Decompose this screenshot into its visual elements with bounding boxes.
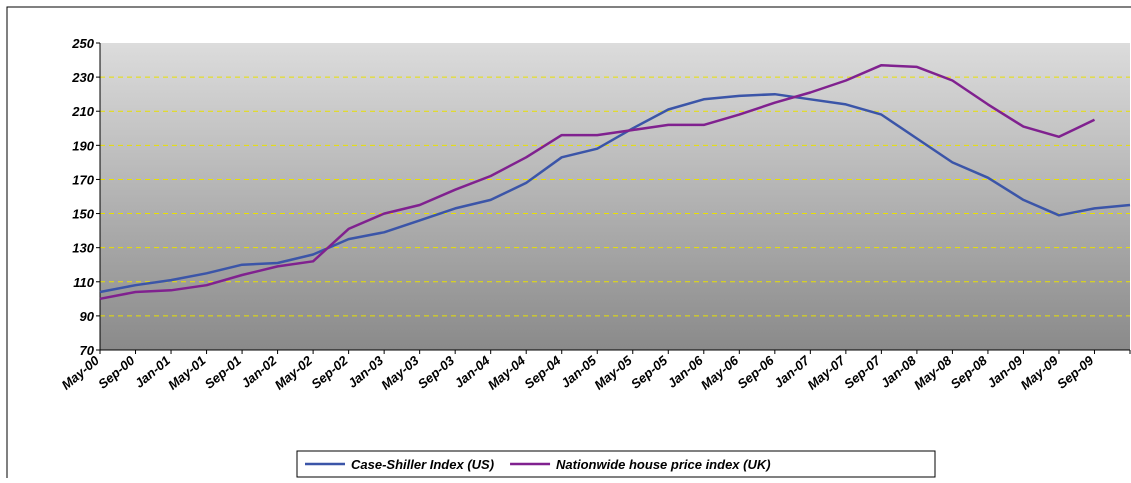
y-tick-label: 210 [71,104,94,119]
series-line [99,92,1131,294]
y-tick-label: 70 [80,343,95,358]
legend-box [296,450,936,478]
y-tick-label: 110 [73,275,94,290]
y-tick-label: 130 [72,241,94,256]
plot-area [100,43,1130,350]
y-tick-label: 190 [72,138,94,153]
y-tick-label: 230 [71,70,94,85]
y-tick-label: 170 [72,172,94,187]
legend-label: Nationwide house price index (UK) [556,457,771,472]
y-tick-label: 150 [72,207,94,222]
y-tick-label: 90 [80,309,95,324]
legend: Case-Shiller Index (US) Nationwide house … [296,450,936,478]
y-tick-label: 250 [71,36,94,51]
series-line [99,63,1096,301]
legend-label: Case-Shiller Index (US) [351,457,494,472]
